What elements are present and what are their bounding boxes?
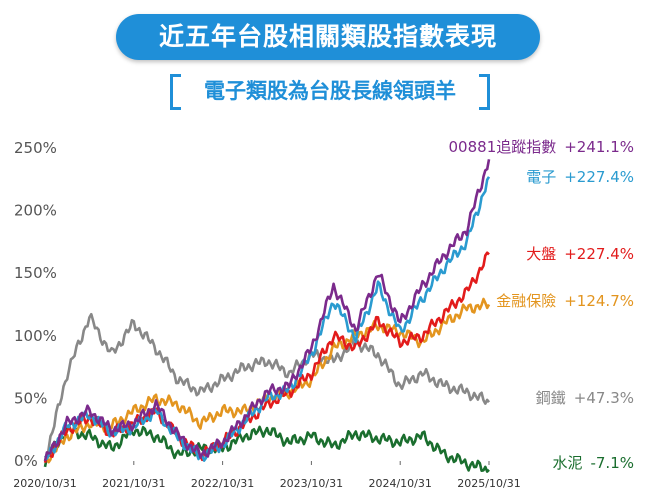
x-tick-label: 2022/10/31 [191,477,254,490]
subtitle-bracket-right [479,74,490,110]
series-lines [43,159,491,473]
series-label: 電子 +227.4% [526,168,634,186]
chart-title: 近五年台股相關類股指數表現 [158,22,497,51]
y-tick-label: 150% [14,264,57,282]
x-axis: 2020/10/31 2021/10/31 2022/10/31 2023/10/31… [13,461,521,490]
series-label: 金融保險 +124.7% [496,292,634,310]
title-banner: 近五年台股相關類股指數表現 [116,14,540,60]
series-line-0 [43,159,491,462]
series-line-4 [44,312,491,463]
x-tick-label: 2025/10/31 [457,477,520,490]
series-label: 00881追蹤指數 +241.1% [449,138,634,156]
y-tick-label: 50% [14,389,47,407]
series-line-3 [44,297,491,464]
series-label: 鋼鐵 +47.3% [536,389,634,407]
subtitle-bracket-left [170,74,181,110]
x-tick-label: 2020/10/31 [13,477,76,490]
y-tick-label: 100% [14,327,57,345]
y-tick-label: 250% [14,139,57,157]
series-label: 大盤 +227.4% [526,245,634,263]
y-tick-label: 0% [14,452,38,470]
x-tick-label: 2024/10/31 [368,477,431,490]
y-tick-label: 200% [14,202,57,220]
x-tick-label: 2021/10/31 [102,477,165,490]
series-label: 水泥 -7.1% [552,454,634,472]
series-labels: 00881追蹤指數 +241.1% 電子 +227.4% 大盤 +227.4% 金融保險 +1… [449,138,634,472]
subtitle-banner: 電子類股為台股長線領頭羊 [170,72,490,110]
series-line-1 [43,176,491,462]
x-tick-label: 2023/10/31 [280,477,343,490]
series-line-5 [43,424,490,473]
y-axis: 0% 50% 100% 150% 200% 250% [14,139,57,470]
chart-subtitle: 電子類股為台股長線領頭羊 [204,79,456,103]
